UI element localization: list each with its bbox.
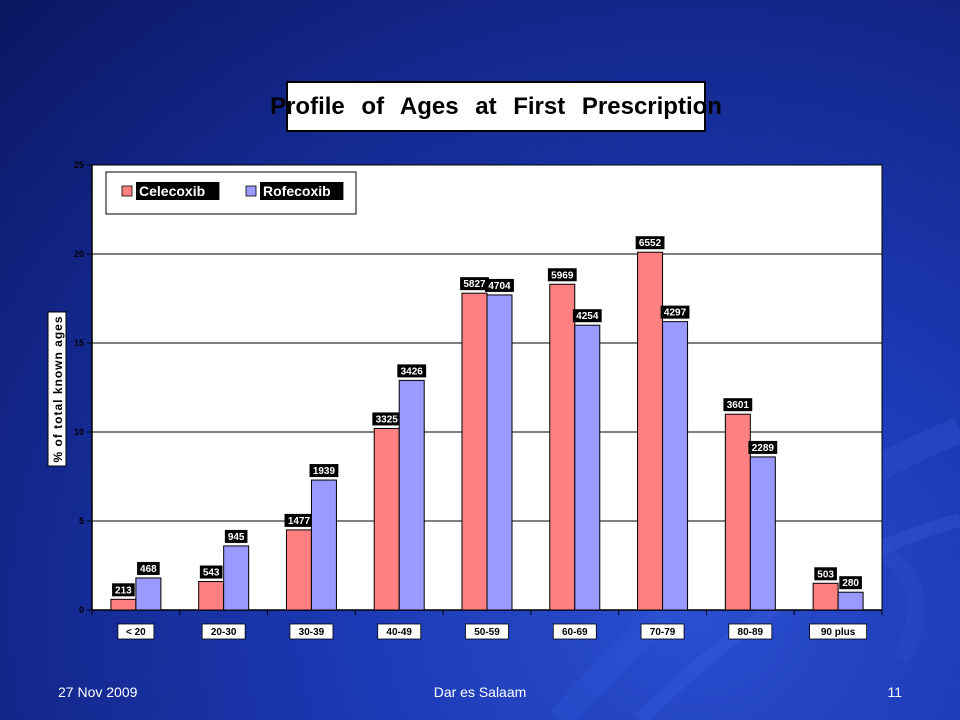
data-label-box	[572, 309, 602, 323]
data-label: 5969	[551, 270, 574, 281]
x-tick-label: 80-89	[738, 627, 764, 638]
data-label: 468	[140, 564, 157, 575]
x-tick-label-box	[377, 623, 422, 640]
data-label-box	[397, 364, 427, 378]
y-tick-label: 10	[74, 427, 84, 437]
x-tick-label-box	[289, 623, 334, 640]
x-tick-label-box	[201, 623, 246, 640]
bar-celecoxib	[373, 427, 400, 611]
chart-title: Profile of Ages at First Prescription	[270, 92, 722, 120]
bar-celecoxib	[549, 283, 576, 611]
bar-celecoxib	[285, 529, 312, 611]
data-label-box	[814, 567, 837, 581]
x-tick-label: 30-39	[299, 627, 325, 638]
x-tick-label: 50-59	[474, 627, 500, 638]
bar-celecoxib	[637, 251, 664, 611]
footer-page-number: 11	[887, 684, 902, 700]
x-tick-label: 40-49	[386, 627, 412, 638]
y-tick-label: 20	[74, 249, 84, 259]
x-tick-label: 90 plus	[821, 627, 856, 638]
bar-celecoxib	[812, 582, 839, 611]
legend-label-box	[136, 182, 220, 200]
bar-rofecoxib	[574, 324, 601, 611]
x-tick-label: 60-69	[562, 627, 588, 638]
bar-rofecoxib	[486, 294, 513, 611]
data-label-box	[635, 236, 665, 250]
data-label-box	[199, 565, 223, 579]
footer-date: 27 Nov 2009	[58, 684, 138, 700]
data-label-box	[547, 268, 577, 282]
x-tick-label-box	[465, 623, 509, 640]
bar-celecoxib	[198, 581, 225, 611]
x-tick-label-box	[552, 623, 597, 640]
data-label-box	[748, 440, 778, 454]
data-label-box	[137, 561, 160, 575]
y-axis-title: % of total known ages	[51, 315, 65, 462]
data-label-box	[723, 398, 753, 412]
x-tick-label-box	[640, 623, 685, 640]
legend-label-box	[260, 182, 344, 200]
bar-rofecoxib	[135, 577, 162, 611]
data-label: 6552	[639, 238, 662, 249]
x-tick-label: 70-79	[650, 627, 676, 638]
bar-rofecoxib	[837, 591, 864, 611]
y-tick-label: 5	[79, 516, 84, 526]
data-label: 4297	[664, 308, 687, 319]
bar-rofecoxib	[398, 379, 425, 611]
bar-rofecoxib	[310, 479, 337, 611]
data-label: 2289	[752, 443, 775, 454]
bar-celecoxib	[461, 292, 488, 611]
y-tick-label: 15	[74, 338, 84, 348]
x-tick-label: < 20	[126, 627, 146, 638]
y-tick-label: 25	[74, 160, 84, 170]
data-label-box	[284, 513, 314, 527]
bar-celecoxib	[724, 413, 751, 611]
bar-rofecoxib	[749, 456, 776, 611]
legend-swatch-celecoxib	[121, 185, 133, 197]
chart-title-box: Profile of Ages at First Prescription	[270, 81, 722, 132]
data-label: 3426	[401, 366, 424, 377]
x-tick-label: 20-30	[211, 627, 237, 638]
legend-label-celecoxib: Celecoxib	[139, 183, 205, 199]
x-tick-label-box	[117, 623, 155, 640]
data-label-box	[309, 464, 339, 478]
x-tick-label-box	[728, 623, 773, 640]
y-axis-title-group: % of total known ages	[47, 311, 67, 467]
bar-rofecoxib	[223, 545, 250, 611]
data-label: 280	[842, 578, 859, 589]
data-label-box	[372, 412, 402, 426]
bar-celecoxib	[110, 598, 137, 611]
data-label: 3601	[727, 400, 750, 411]
data-label-box	[112, 583, 135, 597]
legend-label-rofecoxib: Rofecoxib	[263, 183, 331, 199]
footer-location: Dar es Salaam	[433, 684, 527, 700]
data-label: 543	[203, 568, 220, 579]
data-label: 3325	[376, 414, 399, 425]
y-tick-label: 0	[79, 605, 84, 615]
bar-rofecoxib	[662, 321, 689, 611]
data-label: 1939	[313, 466, 336, 477]
data-label-box	[660, 305, 690, 319]
data-label: 1477	[288, 516, 311, 527]
x-tick-label-box	[809, 623, 868, 640]
data-label: 945	[228, 532, 245, 543]
data-label-box	[839, 576, 862, 590]
data-label: 503	[817, 569, 834, 580]
data-label: 4704	[488, 281, 511, 292]
data-label-box	[224, 529, 248, 543]
data-label: 5827	[463, 279, 486, 290]
data-label: 4254	[576, 311, 599, 322]
y-axis-title-box	[47, 311, 67, 467]
legend-swatch-rofecoxib	[245, 185, 257, 197]
data-label-box	[485, 278, 514, 292]
data-label: 213	[115, 585, 132, 596]
data-label-box	[460, 277, 489, 291]
